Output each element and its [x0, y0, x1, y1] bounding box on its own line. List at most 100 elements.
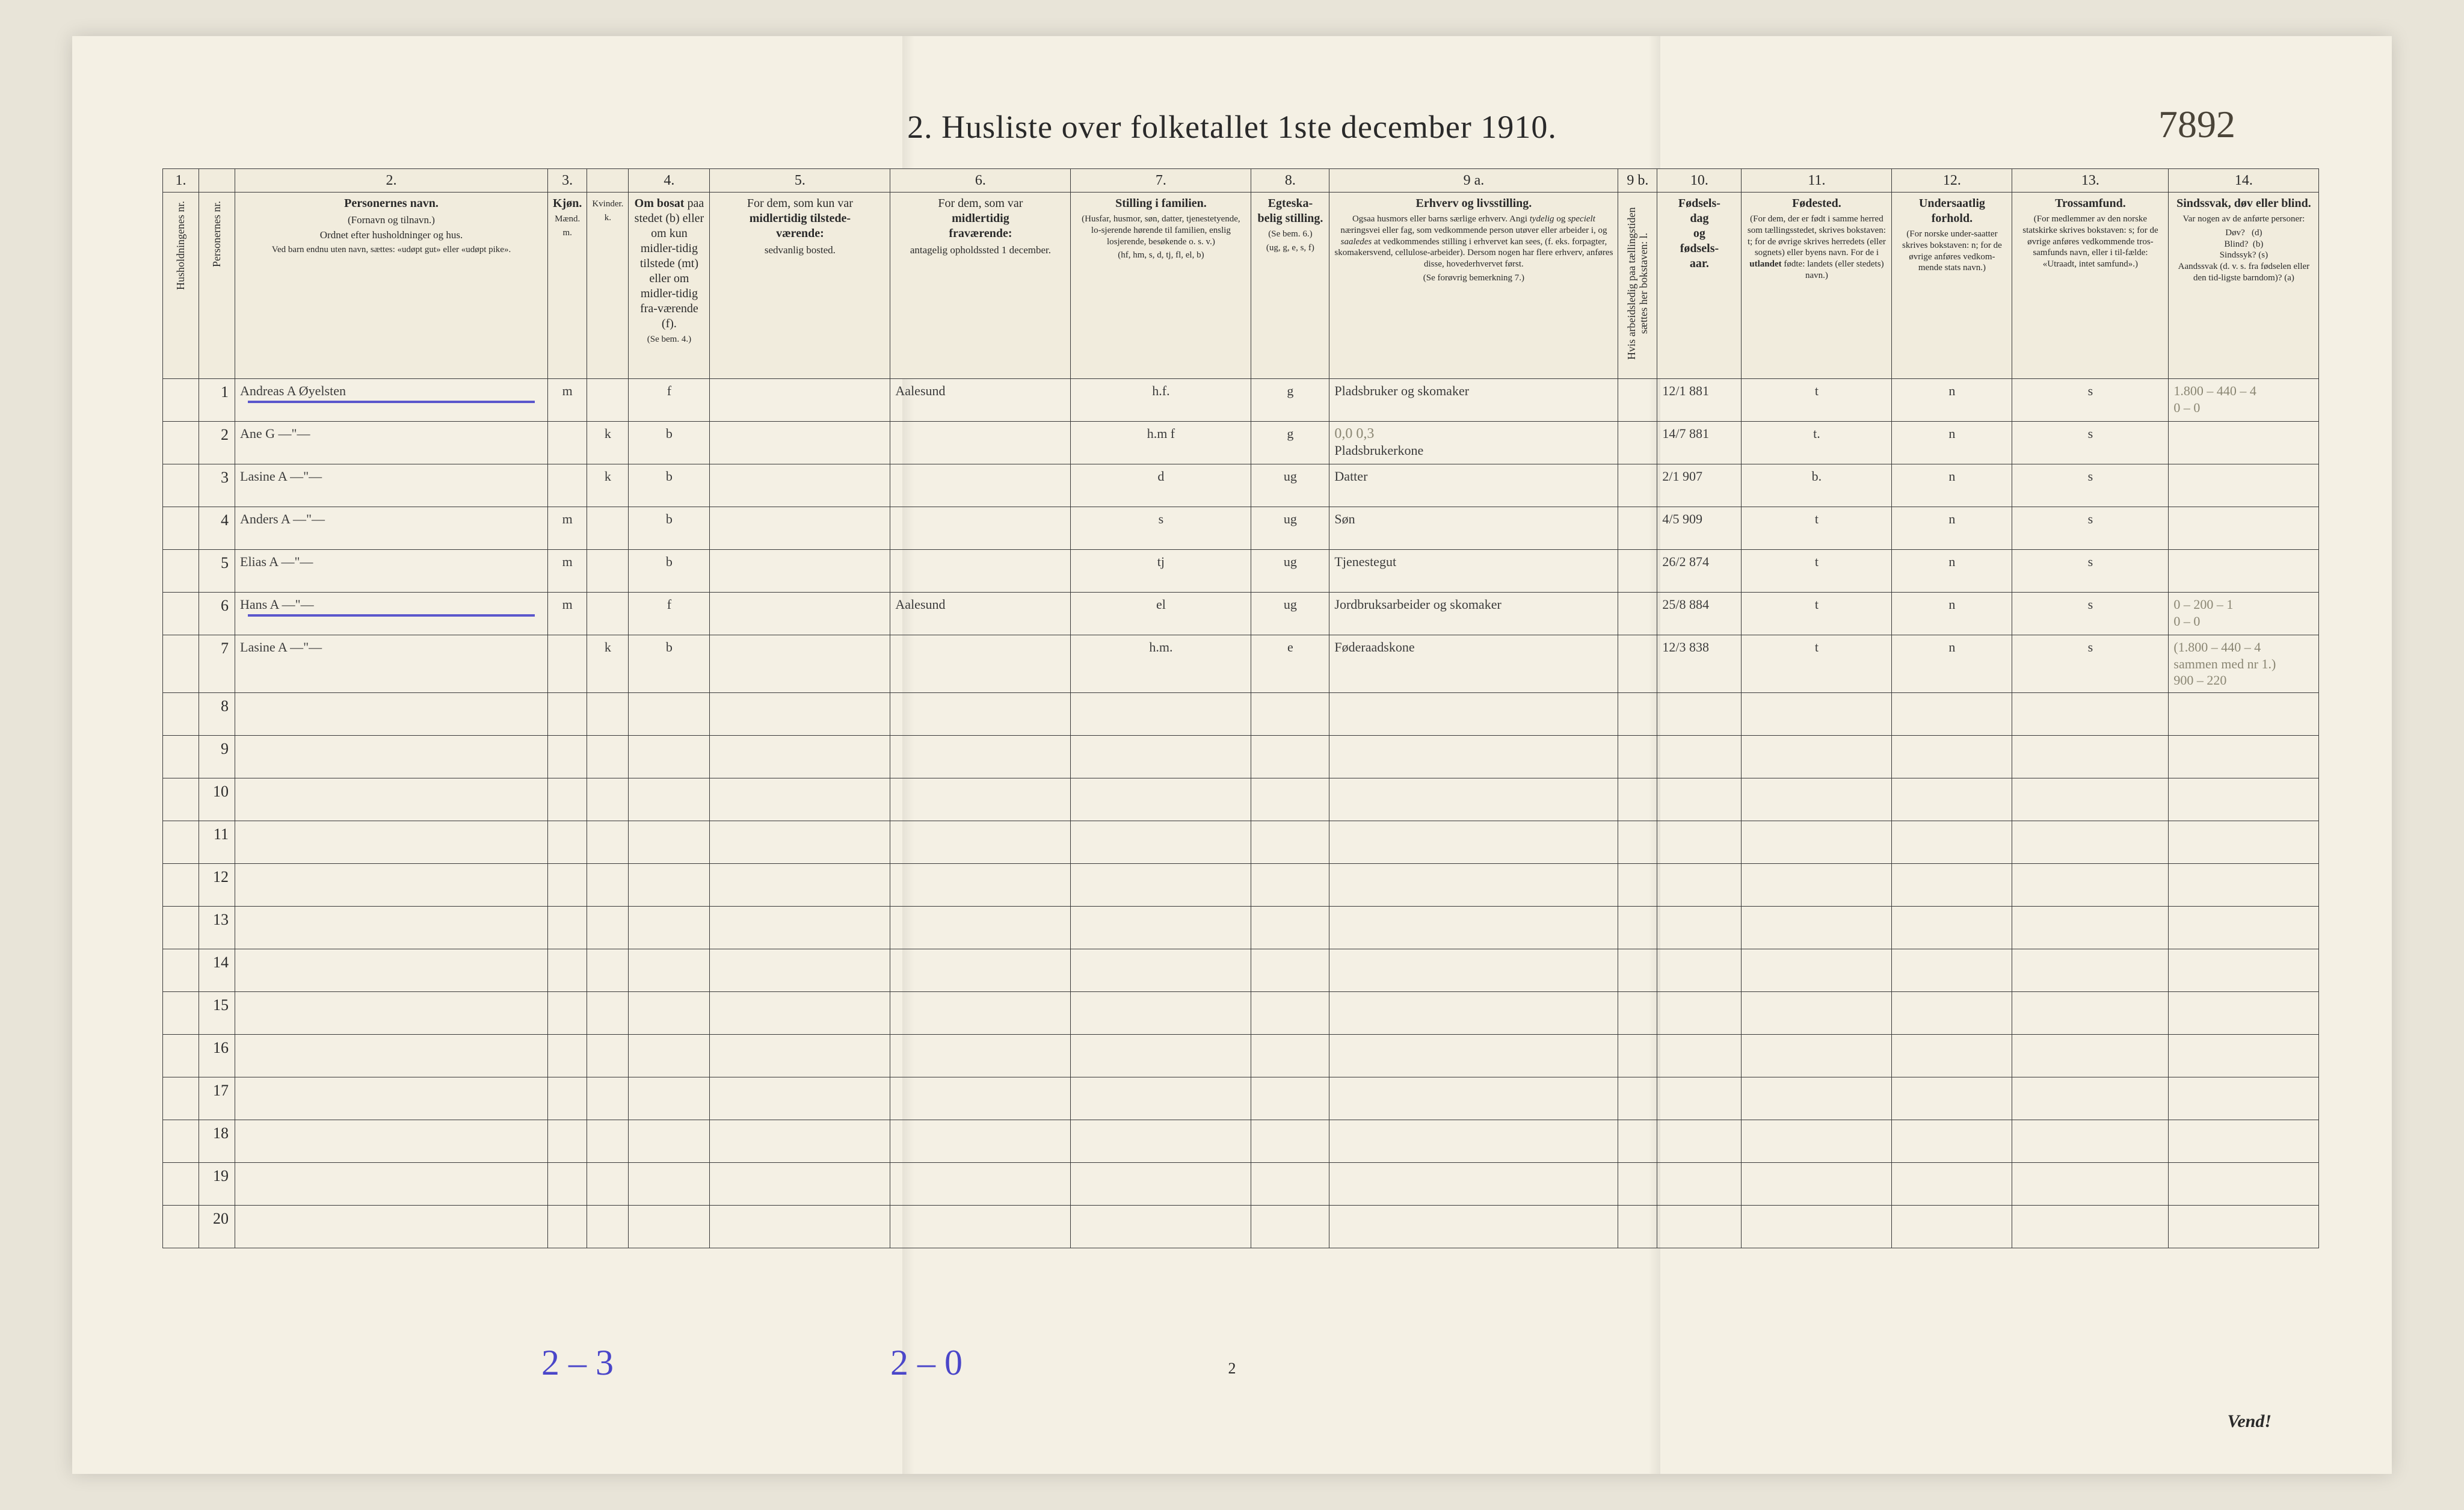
cell [1618, 550, 1657, 593]
cell [1618, 1034, 1657, 1077]
cell [587, 379, 629, 422]
cell: 12/1 881 [1657, 379, 1742, 422]
cell [890, 949, 1071, 991]
cell [1071, 1205, 1251, 1248]
cell: t. [1742, 422, 1892, 464]
cell: Elias A —"— [235, 550, 548, 593]
cell: 11 [199, 821, 235, 863]
cell: 20 [199, 1205, 235, 1248]
cell [1329, 991, 1618, 1034]
cell [890, 550, 1071, 593]
cell [1329, 692, 1618, 735]
cell [1251, 1034, 1329, 1077]
table-row: 18 [163, 1120, 2319, 1162]
col-number: 4. [629, 169, 710, 193]
cell [1892, 692, 2012, 735]
cell: s [2012, 464, 2169, 507]
cell [1251, 1120, 1329, 1162]
cell [2169, 1205, 2319, 1248]
cell [2169, 692, 2319, 735]
col-header: Stilling i familien.(Husfar, husmor, søn… [1071, 193, 1251, 379]
cell [1892, 1034, 2012, 1077]
cell [163, 635, 199, 693]
cell [710, 550, 890, 593]
cell [1071, 863, 1251, 906]
table-row: 5Elias A —"—mbtjugTjenestegut26/2 874tns [163, 550, 2319, 593]
col-header: Om bosat paa stedet (b) eller om kun mid… [629, 193, 710, 379]
cell [1071, 692, 1251, 735]
table-row: 8 [163, 692, 2319, 735]
cell [1251, 1205, 1329, 1248]
cell [1618, 635, 1657, 693]
cell [1071, 991, 1251, 1034]
table-row: 2Ane G —"—kbh.m fg0,0 0,3Pladsbrukerkone… [163, 422, 2319, 464]
cell [1618, 422, 1657, 464]
cell: h.m. [1071, 635, 1251, 693]
cell [629, 692, 710, 735]
cell [1329, 1162, 1618, 1205]
cell: Aalesund [890, 593, 1071, 635]
cell [163, 422, 199, 464]
cell [587, 1162, 629, 1205]
cell [587, 991, 629, 1034]
cell: s [2012, 550, 2169, 593]
cell [1251, 821, 1329, 863]
cell [1657, 991, 1742, 1034]
cell [163, 593, 199, 635]
cell: n [1892, 379, 2012, 422]
cell [2169, 464, 2319, 507]
cell [163, 778, 199, 821]
cell [163, 863, 199, 906]
cell [1618, 379, 1657, 422]
cell [1329, 821, 1618, 863]
cell [1742, 906, 1892, 949]
cell [1657, 906, 1742, 949]
col-header: Fødsels-dagogfødsels-aar. [1657, 193, 1742, 379]
cell [2169, 735, 2319, 778]
cell [629, 735, 710, 778]
cell [890, 464, 1071, 507]
cell [710, 735, 890, 778]
col-number: 3. [548, 169, 587, 193]
cell [2012, 821, 2169, 863]
cell [1657, 949, 1742, 991]
col-number: 8. [1251, 169, 1329, 193]
table-row: 9 [163, 735, 2319, 778]
cell [710, 863, 890, 906]
cell [587, 735, 629, 778]
cell [2012, 1162, 2169, 1205]
cell [163, 464, 199, 507]
cell: n [1892, 550, 2012, 593]
page-reference-number: 7892 [2158, 102, 2235, 147]
page-title: 2. Husliste over folketallet 1ste decemb… [72, 108, 2392, 146]
cell [1251, 692, 1329, 735]
cell [1618, 1205, 1657, 1248]
cell [587, 550, 629, 593]
col-number: 9 a. [1329, 169, 1618, 193]
cell [548, 991, 587, 1034]
table-row: 10 [163, 778, 2319, 821]
table-row: 19 [163, 1162, 2319, 1205]
col-header: Egteska-belig stilling.(Se bem. 6.)(ug, … [1251, 193, 1329, 379]
cell: 16 [199, 1034, 235, 1077]
cell: ug [1251, 593, 1329, 635]
cell: Hans A —"— [235, 593, 548, 635]
cell [1071, 906, 1251, 949]
footer-tally-left: 2 – 3 [541, 1342, 614, 1384]
col-number [199, 169, 235, 193]
cell [587, 692, 629, 735]
cell: t [1742, 507, 1892, 550]
cell [890, 735, 1071, 778]
cell [2012, 1034, 2169, 1077]
cell: m [548, 550, 587, 593]
cell: n [1892, 422, 2012, 464]
cell: 15 [199, 991, 235, 1034]
cell [2169, 1034, 2319, 1077]
cell: s [2012, 593, 2169, 635]
cell [2012, 1205, 2169, 1248]
cell [1742, 863, 1892, 906]
cell: (1.800 – 440 – 4 sammen med nr 1.)900 – … [2169, 635, 2319, 693]
cell [629, 1120, 710, 1162]
cell [1892, 906, 2012, 949]
cell [548, 692, 587, 735]
